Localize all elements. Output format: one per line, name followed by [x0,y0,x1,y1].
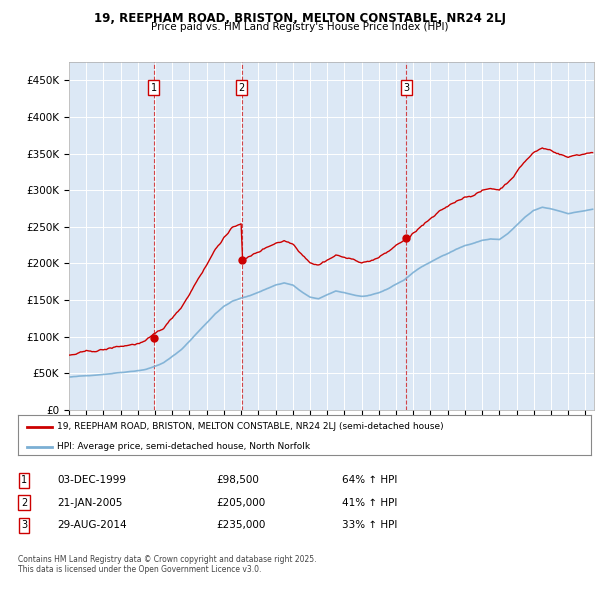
Text: 29-AUG-2014: 29-AUG-2014 [57,520,127,530]
Text: 3: 3 [21,520,27,530]
Text: £235,000: £235,000 [216,520,265,530]
Text: HPI: Average price, semi-detached house, North Norfolk: HPI: Average price, semi-detached house,… [57,442,310,451]
Text: 1: 1 [151,83,157,93]
Text: 2: 2 [239,83,245,93]
Text: 1: 1 [21,476,27,485]
Text: 03-DEC-1999: 03-DEC-1999 [57,476,126,485]
Text: 19, REEPHAM ROAD, BRISTON, MELTON CONSTABLE, NR24 2LJ: 19, REEPHAM ROAD, BRISTON, MELTON CONSTA… [94,12,506,25]
Text: £98,500: £98,500 [216,476,259,485]
Text: 3: 3 [403,83,409,93]
Text: 41% ↑ HPI: 41% ↑ HPI [342,498,397,507]
Text: 19, REEPHAM ROAD, BRISTON, MELTON CONSTABLE, NR24 2LJ (semi-detached house): 19, REEPHAM ROAD, BRISTON, MELTON CONSTA… [57,422,443,431]
Text: Price paid vs. HM Land Registry's House Price Index (HPI): Price paid vs. HM Land Registry's House … [151,22,449,32]
Text: 33% ↑ HPI: 33% ↑ HPI [342,520,397,530]
Text: 64% ↑ HPI: 64% ↑ HPI [342,476,397,485]
Text: 2: 2 [21,498,27,507]
Text: £205,000: £205,000 [216,498,265,507]
Text: 21-JAN-2005: 21-JAN-2005 [57,498,122,507]
Text: Contains HM Land Registry data © Crown copyright and database right 2025.
This d: Contains HM Land Registry data © Crown c… [18,555,317,574]
